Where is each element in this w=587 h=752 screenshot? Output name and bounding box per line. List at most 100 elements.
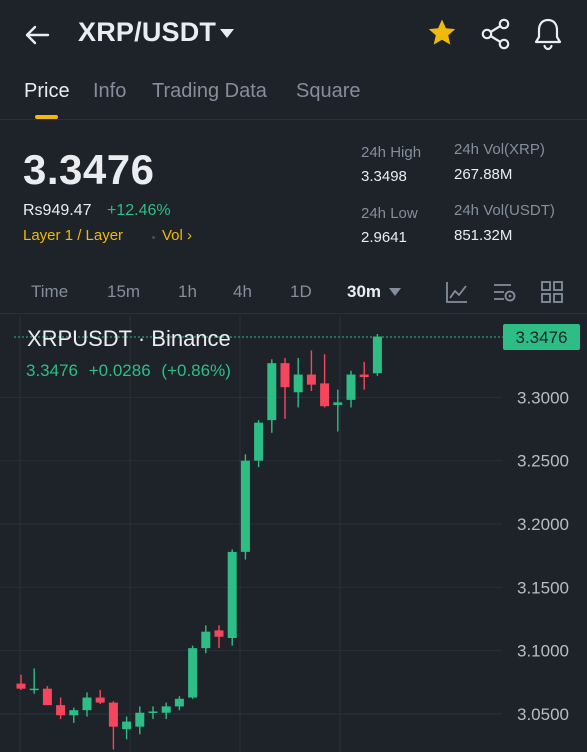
candle [320,354,330,408]
candle [227,549,237,646]
candle [29,668,39,694]
candle-body [280,363,290,388]
y-tick-label: 3.2500 [517,452,569,471]
vol-quote-value: 851.32M [454,227,513,244]
price-axis: 3.0500 3.1000 3.1500 3.2000 3.2500 3.3000 [517,388,569,724]
chart-title: XRPUSDT · Binance [27,326,231,351]
y-tick-label: 3.1500 [517,578,569,597]
candle [56,697,66,720]
back-arrow-icon[interactable] [20,18,54,52]
low-label: 24h Low [361,205,418,222]
chart-settings-icon[interactable] [493,280,517,304]
interval-15m[interactable]: 15m [107,282,141,301]
favorite-star-icon[interactable] [426,17,458,49]
indicator-chart-icon[interactable] [445,280,469,304]
candle-body [201,631,211,649]
candle-body [214,630,224,637]
vol-tag-link[interactable]: Vol › [162,227,193,244]
interval-time[interactable]: Time [31,282,69,301]
interval-1d[interactable]: 1D [290,282,312,301]
legend-change-pct: (+0.86%) [161,361,231,380]
high-label: 24h High [361,144,422,161]
candle-body [42,688,52,706]
caret-down-icon[interactable] [219,28,235,40]
local-price: Rs949.47 [23,202,92,219]
candle [174,696,184,711]
chart-legend: 3.3476 +0.0286 (+0.86%) [26,361,237,381]
candle-body [56,705,66,716]
active-tab-indicator [35,115,58,119]
y-tick-label: 3.2000 [517,515,569,534]
candle-body [161,706,171,713]
candle [108,701,118,750]
candle-body [254,422,264,461]
candle [188,645,198,699]
candle-body [372,336,382,374]
candle [280,358,290,419]
candle-body [333,402,343,405]
legend-change: +0.0286 [88,361,151,380]
notification-bell-icon[interactable] [532,16,564,52]
low-value: 2.9641 [361,229,407,246]
last-price: 3.3476 [23,146,155,193]
layout-grid-icon[interactable] [540,280,564,304]
candle [254,420,264,467]
interval-caret-down-icon[interactable] [389,288,401,296]
candle-body [69,710,79,716]
candle-series [16,334,382,750]
category-tag[interactable]: Layer 1 / Layer [23,227,124,244]
tab-price[interactable]: Price [24,80,70,102]
candle-body [227,551,237,638]
candle [69,707,79,723]
candle-body [306,374,316,385]
candle-body [135,712,145,727]
candle-body [267,363,277,421]
candle [214,625,224,649]
candle [16,674,26,690]
pair-title[interactable]: XRP/USDT [78,17,217,47]
candle-body [293,374,303,393]
candle-body [122,721,132,730]
share-icon[interactable] [480,17,512,51]
chart-grid [0,315,502,752]
tag-separator [152,236,155,239]
y-tick-label: 3.1000 [517,642,569,661]
interval-30m[interactable]: 30m [347,282,382,301]
candle [333,389,343,432]
candle-body [16,683,26,689]
y-tick-label: 3.0500 [517,705,569,724]
candle [346,370,356,408]
candle-body [95,697,105,703]
tab-square[interactable]: Square [296,80,361,102]
tab-trading-data[interactable]: Trading Data [152,80,267,102]
candle [135,706,145,735]
y-tick-label: 3.3000 [517,388,569,407]
high-value: 3.3498 [361,168,407,185]
candle [42,686,52,706]
candle [95,689,105,704]
candle [148,706,158,720]
candle [82,692,92,717]
interval-1h[interactable]: 1h [178,282,197,301]
detail-tabs: Price Info Trading Data Square [0,70,587,120]
chart-canvas[interactable]: 3.0500 3.1000 3.1500 3.2000 3.2500 3.3000 3.3… [0,315,587,752]
interval-bar: Time 15m 1h 4h 1D 30m [0,270,587,314]
vol-base-label: 24h Vol(XRP) [454,141,545,158]
vol-quote-label: 24h Vol(USDT) [454,202,555,219]
candle-body [188,648,198,698]
candlestick-chart[interactable]: 3.0500 3.1000 3.1500 3.2000 3.2500 3.3000 3.3… [0,315,587,752]
current-price-marker: 3.3476 [14,324,580,351]
candle [240,454,250,560]
candle-body [359,374,369,378]
legend-price: 3.3476 [26,361,78,380]
candle [201,625,211,654]
app-header: XRP/USDT [0,0,587,70]
candle [267,359,277,433]
candle-body [174,698,184,707]
candle [161,702,171,720]
candle [372,334,382,376]
price-change-percent: +12.46% [107,202,171,219]
interval-4h[interactable]: 4h [233,282,252,301]
tab-info[interactable]: Info [93,80,127,102]
candle-body [82,697,92,711]
